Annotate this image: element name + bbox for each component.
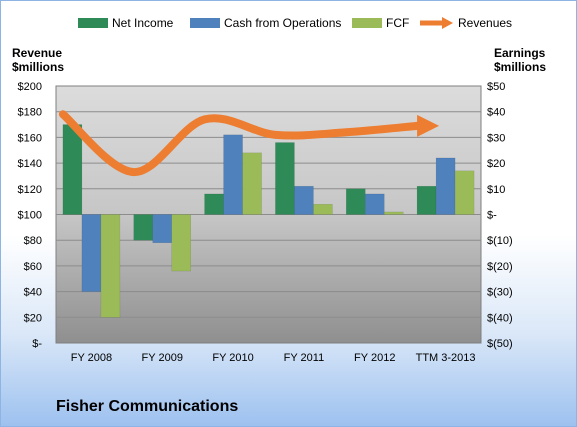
left-tick-label: $80	[24, 235, 42, 247]
bar-cash-from-operations	[81, 214, 102, 292]
left-tick-label: $60	[24, 261, 42, 273]
x-tick-label: FY 2008	[71, 352, 112, 364]
bar-fcf	[384, 211, 404, 215]
axis-ticks: $- $(50) $20 $(40) $40 $(30) $60 $(20) $80 $(10) $…	[18, 81, 513, 364]
x-tick-label: TTM 3-2013	[416, 352, 476, 364]
bar-cash-from-operations	[223, 134, 243, 215]
left-axis-title-line-2: $millions	[12, 60, 65, 74]
bar-cash-from-operations	[294, 185, 314, 215]
bar-fcf	[313, 203, 333, 215]
company-title: Fisher Communications	[56, 398, 239, 415]
right-tick-label: $(40)	[487, 312, 513, 324]
legend-item-net-income: Net Income	[78, 16, 173, 30]
right-tick-label: $50	[487, 81, 505, 93]
legend-swatch-fcf	[352, 18, 382, 28]
legend-label-cash-from-operations: Cash from Operations	[224, 16, 342, 30]
legend: Net Income Cash from Operations FCF Reve…	[0, 16, 577, 32]
legend-label-fcf: FCF	[386, 16, 410, 30]
right-axis-title-line-1: Earnings	[494, 46, 546, 60]
bar-fcf	[242, 152, 262, 215]
left-axis-title-line-1: Revenue	[12, 46, 63, 60]
bar-cash-from-operations	[152, 214, 172, 244]
legend-label-net-income: Net Income	[112, 16, 174, 30]
legend-item-fcf: FCF	[352, 16, 409, 30]
bar-cash-from-operations	[365, 193, 385, 215]
bar-net-income	[416, 185, 437, 215]
bar-net-income	[133, 214, 153, 241]
legend-item-revenues: Revenues	[418, 16, 512, 30]
right-axis-title-line-2: $millions	[494, 60, 547, 74]
left-tick-label: $140	[18, 158, 42, 170]
left-tick-label: $180	[18, 107, 42, 119]
right-tick-label: $40	[487, 107, 505, 119]
left-tick-label: $-	[32, 338, 42, 350]
left-tick-label: $40	[24, 287, 42, 299]
x-tick-label: FY 2011	[284, 352, 325, 364]
left-tick-label: $100	[18, 210, 42, 222]
left-axis-title: Revenue $millions	[12, 46, 64, 74]
revenue-arrowhead	[417, 114, 440, 137]
right-axis-title: Earnings $millions	[494, 46, 546, 74]
bar-fcf	[100, 214, 121, 318]
right-tick-label: $(30)	[487, 287, 513, 299]
revenue-line	[58, 110, 440, 177]
left-tick-label: $200	[18, 81, 42, 93]
right-tick-label: $30	[487, 132, 505, 144]
bar-fcf	[171, 214, 191, 272]
right-tick-label: $(50)	[487, 338, 513, 350]
right-tick-label: $(10)	[487, 235, 513, 247]
bar-fcf	[454, 170, 475, 215]
bar-net-income	[62, 124, 83, 215]
legend-arrow-icon	[420, 17, 453, 29]
left-tick-label: $160	[18, 132, 42, 144]
bar-net-income	[346, 188, 366, 215]
left-tick-label: $120	[18, 184, 42, 196]
x-tick-label: FY 2009	[142, 352, 183, 364]
right-tick-label: $20	[487, 158, 505, 170]
bar-net-income	[275, 142, 295, 215]
right-tick-label: $10	[487, 184, 505, 196]
right-tick-label: $(20)	[487, 261, 513, 273]
x-tick-label: FY 2012	[354, 352, 395, 364]
bar-net-income	[204, 193, 224, 215]
bar-cash-from-operations	[435, 157, 456, 215]
x-tick-label: FY 2010	[212, 352, 253, 364]
left-tick-label: $20	[24, 312, 42, 324]
revenue-line-path	[58, 110, 426, 177]
legend-label-revenues: Revenues	[458, 16, 513, 30]
right-tick-label: $-	[487, 210, 497, 222]
legend-item-cash-from-operations: Cash from Operations	[190, 16, 341, 30]
bars	[62, 124, 475, 318]
legend-swatch-net-income	[78, 18, 108, 28]
legend-swatch-cash-from-operations	[190, 18, 220, 28]
